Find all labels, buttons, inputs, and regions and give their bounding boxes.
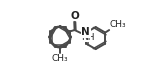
- Text: CH₃: CH₃: [52, 54, 68, 63]
- Text: N: N: [81, 27, 90, 37]
- Text: O: O: [71, 11, 79, 21]
- Text: CH₃: CH₃: [109, 20, 126, 29]
- Text: NH: NH: [81, 33, 94, 42]
